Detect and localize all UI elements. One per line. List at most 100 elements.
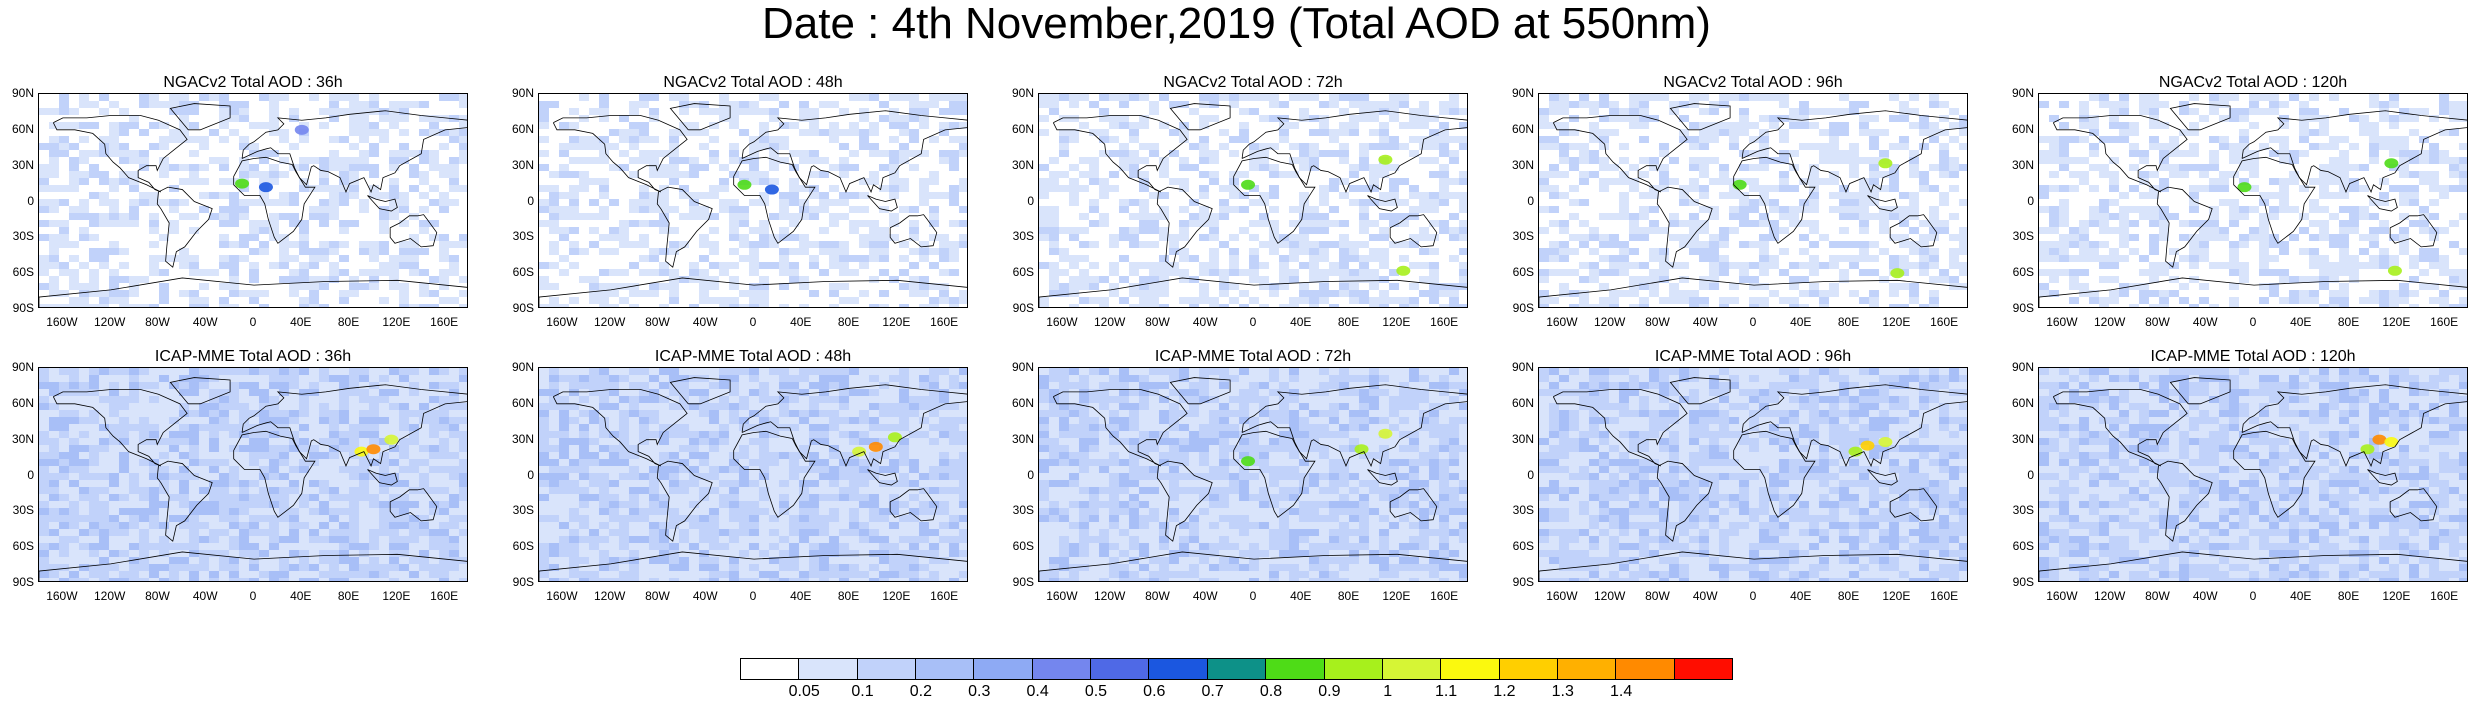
aod-cell — [1619, 227, 1629, 234]
aod-cell — [669, 129, 679, 136]
aod-cell — [939, 227, 949, 234]
aod-cell — [379, 143, 389, 150]
aod-cell — [1249, 304, 1259, 307]
aod-cell — [839, 276, 849, 283]
aod-cell — [679, 129, 689, 136]
aod-cell — [579, 220, 589, 227]
aod-cell — [729, 150, 739, 157]
aod-cell — [459, 269, 467, 276]
aod-cell — [1619, 199, 1629, 206]
aod-cell — [1109, 101, 1119, 108]
aod-cell — [1459, 234, 1467, 241]
aod-cell — [1649, 206, 1659, 213]
aod-cell — [359, 171, 369, 178]
aod-cell — [1919, 101, 1929, 108]
aod-cell — [239, 283, 249, 290]
aod-cell — [1759, 122, 1769, 129]
aod-cell — [619, 227, 629, 234]
aod-cell — [359, 178, 369, 185]
aod-cell — [1109, 269, 1119, 276]
aod-cell — [629, 220, 639, 227]
aod-cell — [639, 276, 649, 283]
aod-cell — [1439, 199, 1449, 206]
aod-cell — [1929, 171, 1939, 178]
aod-cell — [49, 262, 59, 269]
aod-cell — [779, 94, 789, 101]
aod-cell — [1859, 122, 1869, 129]
aod-cell — [1609, 199, 1619, 206]
aod-cell — [329, 262, 339, 269]
aod-cell — [669, 304, 679, 307]
aod-cell — [779, 101, 789, 108]
aod-cell — [279, 206, 289, 213]
aod-cell — [819, 108, 829, 115]
aod-cell — [189, 143, 199, 150]
aod-cell — [309, 101, 319, 108]
aod-cell — [799, 101, 809, 108]
aod-cell — [109, 220, 119, 227]
aod-cell — [1759, 129, 1769, 136]
aod-cell — [39, 255, 49, 262]
aod-cell — [889, 227, 899, 234]
aod-cell — [279, 255, 289, 262]
aod-cell — [1919, 94, 1929, 101]
aod-cell — [889, 115, 899, 122]
aod-cell — [1779, 213, 1789, 220]
aod-cell — [389, 234, 399, 241]
aod-cell — [779, 213, 789, 220]
aod-cell — [1069, 199, 1079, 206]
aod-cell — [1369, 283, 1379, 290]
aod-cell — [1719, 115, 1729, 122]
aod-cell — [1449, 283, 1459, 290]
aod-cell — [1419, 108, 1429, 115]
aod-cell — [1949, 122, 1959, 129]
aod-cell — [889, 143, 899, 150]
aod-cell — [1949, 129, 1959, 136]
aod-cell — [1859, 143, 1869, 150]
aod-cell — [1859, 220, 1869, 227]
aod-cell — [399, 248, 409, 255]
aod-cell — [949, 283, 959, 290]
aod-cell — [319, 241, 329, 248]
lon-tick-label: 0 — [1249, 315, 1257, 329]
lat-tick-label: 30S — [12, 229, 34, 244]
aod-cell — [159, 157, 169, 164]
aod-cell — [1629, 136, 1639, 143]
aod-cell — [1259, 255, 1269, 262]
aod-cell — [1179, 206, 1189, 213]
aod-cell — [159, 241, 169, 248]
aod-cell — [609, 276, 619, 283]
aod-cell — [1869, 115, 1879, 122]
aod-cell — [1849, 220, 1859, 227]
aod-cell — [269, 192, 279, 199]
aod-cell — [959, 248, 967, 255]
aod-cell — [109, 206, 119, 213]
aod-cell — [1609, 171, 1619, 178]
aod-cell — [699, 94, 709, 101]
aod-cell — [99, 199, 109, 206]
aod-cell — [1119, 241, 1129, 248]
aod-cell — [1919, 171, 1929, 178]
aod-cell — [789, 192, 799, 199]
aod-cell — [1399, 115, 1409, 122]
aod-cell — [549, 108, 559, 115]
aod-cell — [1329, 185, 1339, 192]
aod-cell — [539, 297, 549, 304]
aod-cell — [1599, 199, 1609, 206]
aod-cell — [1079, 150, 1089, 157]
aod-cell — [819, 101, 829, 108]
aod-cell — [329, 150, 339, 157]
aod-cell — [1339, 262, 1349, 269]
aod-cell — [859, 136, 869, 143]
aod-cell — [49, 234, 59, 241]
aod-cell — [1819, 136, 1829, 143]
aod-map — [1039, 94, 1467, 307]
aod-cell — [1769, 136, 1779, 143]
aod-cell — [689, 199, 699, 206]
aod-cell — [449, 164, 459, 171]
aod-cell — [639, 234, 649, 241]
aod-cell — [1399, 248, 1409, 255]
aod-cell — [759, 304, 769, 307]
aod-cell — [599, 262, 609, 269]
aod-cell — [439, 164, 449, 171]
